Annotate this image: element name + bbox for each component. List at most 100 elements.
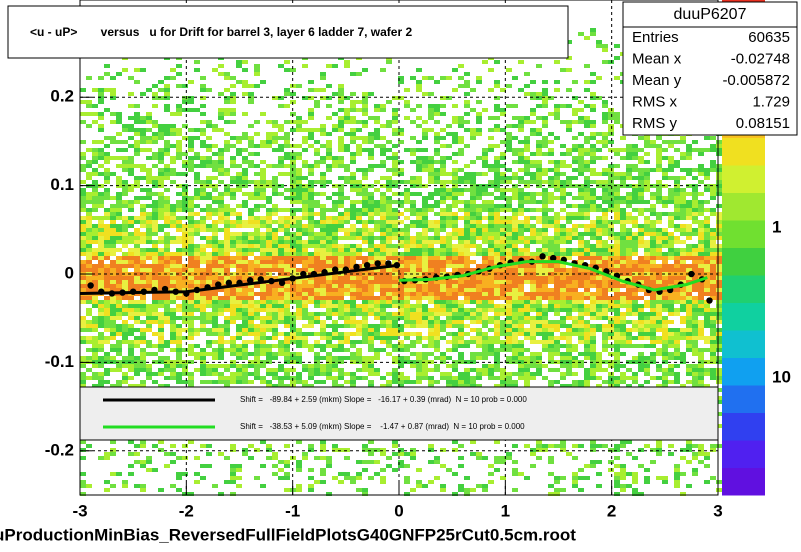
heat-cell <box>326 208 332 212</box>
heat-cell <box>386 208 392 212</box>
heat-cell <box>476 456 482 460</box>
heat-cell <box>188 248 194 252</box>
heat-cell <box>554 188 560 192</box>
heat-cell <box>548 280 554 284</box>
heat-cell <box>212 300 218 304</box>
heat-cell <box>248 320 254 324</box>
heat-cell <box>302 216 308 220</box>
heat-cell <box>218 152 224 156</box>
heat-cell <box>326 224 332 228</box>
heat-cell <box>224 240 230 244</box>
heat-cell <box>380 296 386 300</box>
heat-cell <box>470 452 476 456</box>
heat-cell <box>464 92 470 96</box>
heat-cell <box>464 252 470 256</box>
heat-cell <box>386 300 392 304</box>
heat-cell <box>296 176 302 180</box>
heat-cell <box>248 224 254 228</box>
heat-cell <box>344 252 350 256</box>
heat-cell <box>542 88 548 92</box>
heat-cell <box>368 276 374 280</box>
heat-cell <box>104 300 110 304</box>
heat-cell <box>266 252 272 256</box>
heat-cell <box>248 332 254 336</box>
heat-cell <box>524 164 530 168</box>
heat-cell <box>266 120 272 124</box>
heat-cell <box>428 328 434 332</box>
heat-cell <box>218 180 224 184</box>
heat-cell <box>548 192 554 196</box>
heat-cell <box>446 372 452 376</box>
heat-cell <box>416 180 422 184</box>
heat-cell <box>266 304 272 308</box>
heat-cell <box>188 348 194 352</box>
heat-cell <box>326 64 332 68</box>
heat-cell <box>176 112 182 116</box>
heat-cell <box>134 452 140 456</box>
heat-cell <box>428 340 434 344</box>
heat-cell <box>116 348 122 352</box>
heat-cell <box>452 132 458 136</box>
heat-cell <box>422 156 428 160</box>
heat-cell <box>164 384 170 388</box>
heat-cell <box>524 172 530 176</box>
heat-cell <box>110 304 116 308</box>
heat-cell <box>302 452 308 456</box>
heat-cell <box>122 160 128 164</box>
heat-cell <box>188 256 194 260</box>
heat-cell <box>308 476 314 480</box>
heat-cell <box>338 224 344 228</box>
heat-cell <box>542 276 548 280</box>
heat-cell <box>314 152 320 156</box>
heat-cell <box>356 256 362 260</box>
heat-cell <box>194 304 200 308</box>
heat-cell <box>140 488 146 492</box>
heat-cell <box>248 216 254 220</box>
heat-cell <box>116 216 122 220</box>
heat-cell <box>98 332 104 336</box>
heat-cell <box>470 132 476 136</box>
heat-cell <box>158 236 164 240</box>
heat-cell <box>500 288 506 292</box>
heat-cell <box>458 324 464 328</box>
heat-cell <box>392 332 398 336</box>
heat-cell <box>170 444 176 448</box>
heat-cell <box>188 372 194 376</box>
heat-cell <box>182 136 188 140</box>
heat-cell <box>230 348 236 352</box>
heat-cell <box>476 280 482 284</box>
heat-cell <box>266 200 272 204</box>
heat-cell <box>530 120 536 124</box>
heat-cell <box>536 248 542 252</box>
heat-cell <box>362 308 368 312</box>
heat-cell <box>362 196 368 200</box>
heat-cell <box>422 320 428 324</box>
heat-cell <box>170 208 176 212</box>
heat-cell <box>134 196 140 200</box>
heat-cell <box>356 312 362 316</box>
heat-cell <box>404 268 410 272</box>
heat-cell <box>260 240 266 244</box>
heat-cell <box>176 72 182 76</box>
heat-cell <box>458 344 464 348</box>
heat-cell <box>530 92 536 96</box>
heat-cell <box>320 144 326 148</box>
heat-cell <box>506 196 512 200</box>
heat-cell <box>542 196 548 200</box>
heat-cell <box>338 120 344 124</box>
heat-cell <box>98 96 104 100</box>
heat-cell <box>398 192 404 196</box>
heat-cell <box>302 164 308 168</box>
heat-cell <box>86 296 92 300</box>
heat-cell <box>308 288 314 292</box>
heat-cell <box>260 316 266 320</box>
heat-cell <box>470 136 476 140</box>
heat-cell <box>278 144 284 148</box>
heat-cell <box>206 240 212 244</box>
heat-cell <box>98 276 104 280</box>
heat-cell <box>170 112 176 116</box>
heat-cell <box>416 116 422 120</box>
heat-cell <box>230 212 236 216</box>
heat-cell <box>242 380 248 384</box>
heat-cell <box>362 376 368 380</box>
